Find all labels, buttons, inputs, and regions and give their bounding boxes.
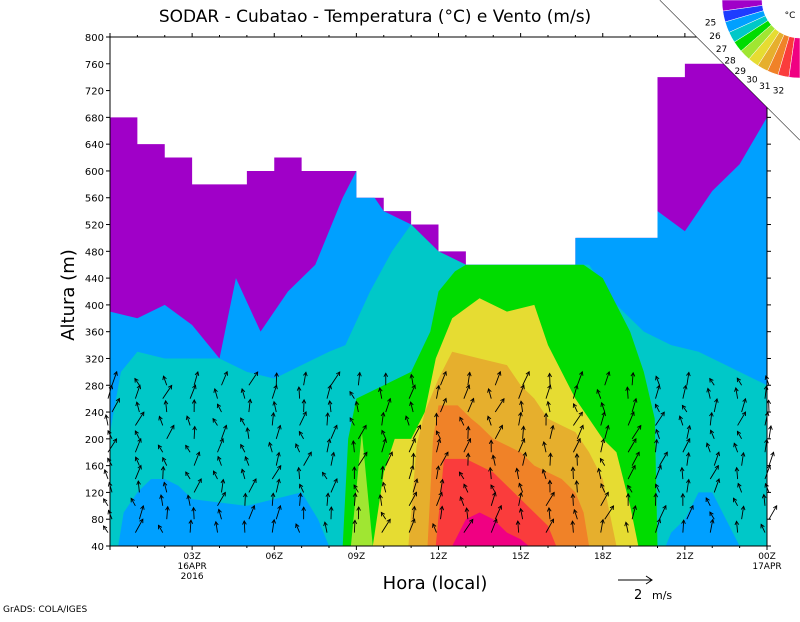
legend-label: 26: [709, 32, 721, 42]
y-tick-label: 40: [91, 542, 104, 553]
temperature-fill-layer: [110, 37, 767, 546]
legend-label: 25: [705, 18, 716, 28]
x-tick-label: 12Z: [430, 552, 448, 562]
x-tick-label: 03Z: [183, 552, 201, 562]
x-tick-label: 21Z: [676, 552, 694, 562]
y-tick-label: 520: [85, 221, 104, 232]
y-tick-label: 400: [85, 301, 104, 312]
legend-unit: °C: [785, 11, 796, 21]
wind-vector: [104, 470, 108, 479]
x-tick-label: 18Z: [594, 552, 612, 562]
wind-vector: [769, 506, 777, 519]
y-tick-label: 800: [85, 33, 104, 44]
legend-label: 32: [773, 86, 784, 96]
y-tick-label: 480: [85, 247, 104, 258]
legend-label: 30: [746, 75, 758, 85]
wind-reference-value: 2: [634, 588, 642, 603]
y-tick-label: 320: [85, 354, 104, 365]
wind-vector: [104, 499, 108, 506]
x-tick-year: 2016: [181, 572, 204, 582]
legend-label: 29: [735, 67, 747, 77]
y-tick-label: 560: [85, 194, 104, 205]
x-tick-label: 00Z: [758, 552, 776, 562]
x-tick-label: 09Z: [348, 552, 366, 562]
y-tick-label: 720: [85, 87, 104, 98]
wind-vector: [769, 452, 774, 465]
y-tick-label: 640: [85, 140, 104, 151]
x-tick-label: 06Z: [265, 552, 283, 562]
x-tick-date: 16APR: [177, 562, 206, 572]
y-tick-label: 200: [85, 435, 104, 446]
credit-text: GrADS: COLA/IGES: [3, 605, 87, 615]
wind-vector: [103, 526, 108, 533]
legend-label: 28: [724, 57, 736, 67]
y-tick-label: 280: [85, 381, 104, 392]
y-tick-label: 240: [85, 408, 104, 419]
x-tick-label: 15Z: [512, 552, 530, 562]
wind-vector: [105, 415, 109, 425]
y-tick-label: 600: [85, 167, 104, 178]
chart-title: SODAR - Cubatao - Temperatura (°C) e Ven…: [159, 7, 591, 27]
y-axis-label: Altura (m): [58, 249, 79, 341]
legend-label: 27: [716, 45, 727, 55]
y-tick-label: 120: [85, 488, 104, 499]
y-tick-label: 80: [91, 515, 104, 526]
y-tick-label: 360: [85, 328, 104, 339]
legend-label: 31: [759, 82, 770, 92]
y-tick-label: 680: [85, 113, 104, 124]
wind-reference-legend: 2 m/s: [618, 576, 672, 603]
y-tick-label: 440: [85, 274, 104, 285]
y-tick-label: 760: [85, 60, 104, 71]
x-axis-label: Hora (local): [383, 573, 488, 594]
wind-reference-unit: m/s: [652, 589, 672, 602]
wind-vector: [769, 426, 773, 439]
y-tick-label: 160: [85, 462, 104, 473]
x-tick-date: 17APR: [752, 562, 781, 572]
